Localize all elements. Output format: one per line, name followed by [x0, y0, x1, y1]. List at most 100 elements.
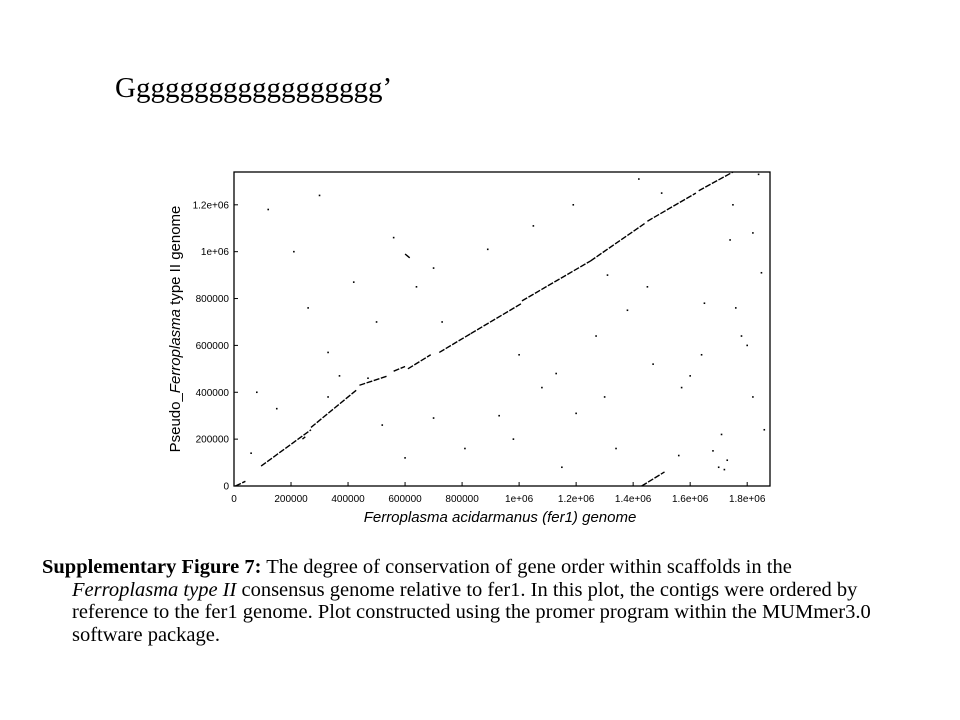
match-point [555, 372, 557, 375]
match-point [603, 396, 606, 398]
y-tick-label: 200000 [196, 435, 230, 446]
match-point [375, 321, 378, 323]
match-segment [641, 471, 665, 487]
match-point [256, 391, 258, 394]
match-point [746, 344, 748, 347]
match-point [275, 407, 278, 410]
match-point [367, 377, 369, 380]
match-segment [521, 260, 591, 302]
match-segment [438, 333, 471, 354]
match-point [327, 396, 329, 398]
match-point [392, 236, 395, 239]
match-point [763, 428, 766, 431]
y-tick-label: 1.2e+06 [193, 200, 230, 211]
match-point [327, 351, 329, 354]
match-point [541, 386, 543, 389]
caption-text-2: consensus genome relative to fer1. In th… [72, 578, 871, 646]
match-segment [407, 354, 432, 370]
match-point [293, 250, 295, 253]
match-point [512, 438, 515, 440]
match-point [615, 447, 617, 450]
y-tick-label: 1e+06 [201, 247, 230, 258]
x-tick-label: 1.4e+06 [615, 494, 652, 505]
match-point [760, 271, 763, 274]
match-point [740, 335, 743, 337]
match-point [680, 386, 683, 389]
match-point [757, 173, 760, 176]
match-point [575, 412, 577, 415]
match-segment [589, 222, 645, 262]
y-tick-label: 800000 [196, 294, 230, 305]
match-point [626, 309, 629, 312]
match-segment [359, 375, 389, 386]
caption-label: Supplementary Figure 7: [42, 556, 262, 578]
match-segment [235, 480, 246, 487]
x-tick-label: 200000 [274, 494, 308, 505]
match-point [415, 286, 418, 288]
match-segment [260, 429, 312, 467]
match-point [652, 363, 654, 365]
match-point [404, 457, 406, 459]
match-point [723, 468, 726, 471]
match-point [606, 274, 609, 276]
y-tick-label: 600000 [196, 341, 230, 352]
y-axis-label: Pseudo_Ferroplasma type II genome [167, 206, 184, 453]
y-tick-label: 400000 [196, 388, 230, 399]
y-axis-label-suffix: type II genome [167, 206, 184, 309]
match-segment [393, 365, 406, 372]
match-point [752, 396, 754, 398]
match-point [726, 459, 729, 462]
y-tick-label: 0 [223, 482, 229, 493]
x-axis-label: Ferroplasma acidarmanus (fer1) genome [364, 509, 637, 526]
match-point [660, 192, 663, 194]
match-segment [310, 389, 358, 428]
y-axis-label-prefix: Pseudo_ [167, 393, 184, 453]
match-point [752, 232, 754, 234]
match-point [712, 450, 714, 452]
slide-title: Gggggggggggggggggg’ [115, 72, 393, 104]
match-point [267, 208, 270, 211]
caption-italic-term: Ferroplasma type II [72, 578, 237, 601]
match-point [646, 286, 649, 288]
match-point [732, 204, 734, 206]
figure-caption: Supplementary Figure 7: The degree of co… [42, 556, 898, 646]
match-point [498, 414, 500, 417]
match-point [703, 302, 706, 305]
match-point [595, 335, 597, 337]
match-point [532, 225, 535, 227]
match-point [250, 452, 252, 454]
match-segment [698, 171, 734, 192]
match-point [638, 178, 640, 180]
match-point [432, 417, 435, 419]
match-segment [647, 192, 697, 222]
x-tick-label: 800000 [445, 494, 479, 505]
match-segment [301, 436, 306, 440]
x-tick-label: 0 [231, 494, 237, 505]
match-segment [470, 302, 523, 335]
match-point [677, 454, 680, 457]
match-point [717, 466, 720, 469]
match-segment [404, 253, 412, 260]
x-tick-label: 600000 [388, 494, 422, 505]
match-point [338, 375, 341, 377]
match-point [318, 194, 321, 197]
match-point [307, 307, 309, 309]
plot-frame [233, 171, 771, 487]
caption-text-1: The degree of conservation of gene order… [261, 556, 792, 578]
match-point [432, 267, 435, 269]
x-tick-label: 1.6e+06 [672, 494, 709, 505]
x-tick-label: 1.2e+06 [558, 494, 595, 505]
y-axis-label-italic: Ferroplasma [167, 309, 184, 393]
match-point [352, 281, 355, 283]
match-point [464, 447, 466, 450]
match-point [734, 307, 737, 309]
match-point [729, 239, 731, 241]
match-point [572, 204, 575, 206]
match-point [486, 248, 489, 251]
x-tick-label: 400000 [331, 494, 365, 505]
x-tick-label: 1.8e+06 [729, 494, 766, 505]
dot-plot-chart: 0 200000 400000 600000 800000 1e+06 1.2e+06 1.4… [167, 171, 771, 526]
match-point [518, 353, 520, 356]
match-point [561, 466, 563, 469]
x-tick-label: 1e+06 [505, 494, 534, 505]
